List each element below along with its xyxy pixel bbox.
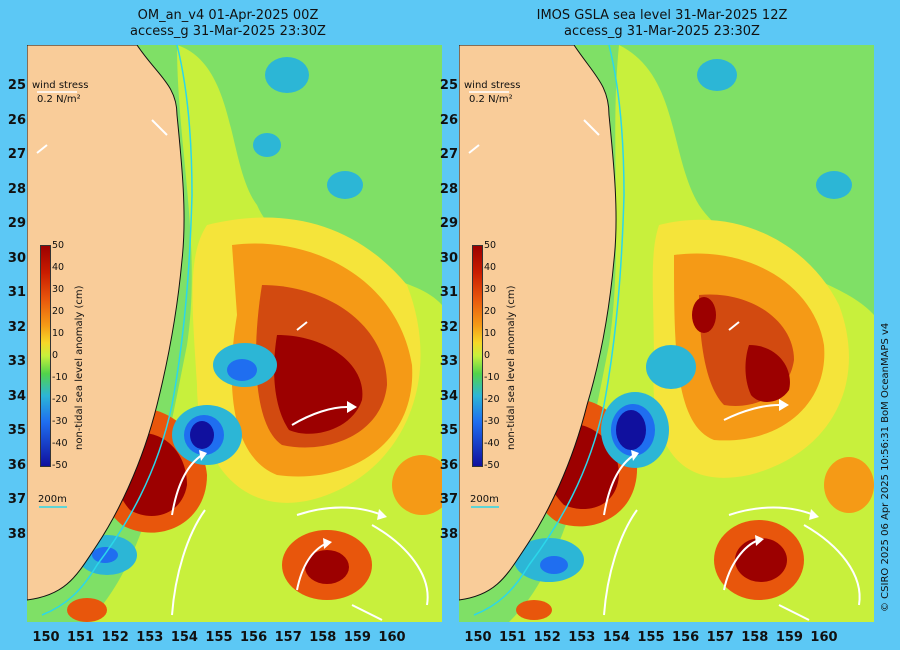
right-colorbar-tick: 40 [484, 262, 497, 273]
right-lon-tick: 152 [533, 630, 561, 645]
right-map-panel [459, 45, 874, 622]
right-wind-stress-title: wind stress [464, 80, 521, 91]
left-lat-tick: 26 [7, 112, 26, 128]
left-lon-tick: 156 [240, 630, 268, 645]
left-colorbar [40, 245, 51, 467]
right-colorbar-tick: 20 [484, 306, 497, 317]
left-colorbar-tick: -40 [52, 438, 68, 449]
left-lat-tick: 33 [7, 354, 26, 369]
right-lon-tick: 155 [637, 630, 665, 645]
left-lon-tick: 151 [67, 630, 95, 645]
left-colorbar-tick: 40 [52, 262, 65, 273]
left-lat-tick: 25 [7, 78, 26, 93]
left-colorbar-tick: -50 [52, 460, 68, 471]
left-lon-tick: 157 [274, 630, 302, 645]
right-lon-tick: 158 [741, 630, 769, 645]
left-wind-stress-label: wind stress 0.2 N/m² [32, 80, 88, 105]
left-lon-tick: 159 [343, 630, 371, 645]
right-lat-tick: 38 [439, 526, 458, 542]
left-lat-tick: 37 [7, 492, 26, 507]
right-title-line1: IMOS GSLA sea level 31-Mar-2025 12Z [536, 8, 788, 23]
left-colorbar-tick: 30 [52, 284, 65, 295]
left-colorbar-tick: -20 [52, 394, 68, 405]
right-lon-tick: 159 [775, 630, 803, 645]
left-200m-label: 200m [38, 494, 67, 505]
right-colorbar-tick: -30 [484, 416, 500, 427]
right-lat-tick: 33 [439, 354, 458, 369]
left-lon-tick: 153 [136, 630, 164, 645]
left-lat-tick: 31 [7, 285, 26, 300]
left-lat-tick: 35 [7, 423, 26, 438]
left-sea-level-map [27, 45, 442, 622]
right-lat-tick: 30 [439, 250, 458, 266]
right-lat-tick: 28 [439, 181, 458, 197]
right-lon-tick: 157 [706, 630, 734, 645]
left-colorbar-tick: 10 [52, 328, 65, 339]
right-colorbar-tick: -10 [484, 372, 500, 383]
right-lon-tick: 153 [568, 630, 596, 645]
left-lat-tick: 27 [7, 147, 26, 162]
right-lat-tick: 35 [439, 423, 458, 438]
left-lat-tick: 36 [7, 457, 26, 473]
left-lon-tick: 154 [170, 630, 198, 645]
right-lat-tick: 34 [439, 388, 458, 404]
left-lat-tick: 38 [7, 526, 26, 542]
right-colorbar-tick: -50 [484, 460, 500, 471]
right-sea-level-map [459, 45, 874, 622]
right-title-line2: access_g 31-Mar-2025 23:30Z [564, 24, 760, 39]
left-colorbar-label: non-tidal sea level anomaly (cm) [74, 285, 85, 450]
left-colorbar-tick: 0 [52, 350, 59, 361]
left-title-line2: access_g 31-Mar-2025 23:30Z [130, 24, 326, 39]
right-colorbar-tick: 50 [484, 240, 497, 251]
right-lat-tick: 36 [439, 457, 458, 473]
right-lon-tick: 151 [499, 630, 527, 645]
right-lat-tick: 31 [439, 285, 458, 300]
left-lat-tick: 34 [7, 388, 26, 404]
left-lon-tick: 158 [309, 630, 337, 645]
left-lat-tick: 32 [7, 319, 26, 335]
right-colorbar-label: non-tidal sea level anomaly (cm) [506, 285, 517, 450]
right-lon-tick: 154 [602, 630, 630, 645]
left-lat-tick: 29 [7, 216, 26, 231]
right-wind-stress-scale: 0.2 N/m² [469, 94, 513, 105]
right-colorbar-tick: -20 [484, 394, 500, 405]
left-lat-tick: 30 [7, 250, 26, 266]
right-colorbar-tick: 10 [484, 328, 497, 339]
right-colorbar-tick: -40 [484, 438, 500, 449]
right-wind-stress-label: wind stress 0.2 N/m² [464, 80, 520, 105]
right-200m-label: 200m [470, 494, 499, 505]
right-colorbar-tick: 30 [484, 284, 497, 295]
right-panel-title: IMOS GSLA sea level 31-Mar-2025 12Z acce… [452, 8, 872, 40]
right-lat-tick: 27 [439, 147, 458, 162]
left-lon-tick: 150 [32, 630, 60, 645]
left-lat-tick: 28 [7, 181, 26, 197]
left-map-panel [27, 45, 442, 622]
right-lon-tick: 160 [810, 630, 838, 645]
left-lon-tick: 160 [378, 630, 406, 645]
left-wind-stress-scale: 0.2 N/m² [37, 94, 81, 105]
left-title-line1: OM_an_v4 01-Apr-2025 00Z [137, 8, 319, 23]
left-colorbar-tick: 20 [52, 306, 65, 317]
right-colorbar-tick: 0 [484, 350, 491, 361]
credit-text: © CSIRO 2025 06 Apr 2025 10:56:31 BoM Oc… [880, 322, 891, 612]
right-lon-tick: 150 [464, 630, 492, 645]
left-panel-title: OM_an_v4 01-Apr-2025 00Z access_g 31-Mar… [18, 8, 438, 40]
right-lat-tick: 26 [439, 112, 458, 128]
right-lat-tick: 37 [439, 492, 458, 507]
right-lat-tick: 25 [439, 78, 458, 93]
right-lon-tick: 156 [672, 630, 700, 645]
left-colorbar-tick: -10 [52, 372, 68, 383]
right-lat-tick: 32 [439, 319, 458, 335]
left-wind-stress-title: wind stress [32, 80, 89, 91]
right-colorbar [472, 245, 483, 467]
right-lat-tick: 29 [439, 216, 458, 231]
left-colorbar-tick: 50 [52, 240, 65, 251]
left-colorbar-tick: -30 [52, 416, 68, 427]
left-lon-tick: 152 [101, 630, 129, 645]
left-lon-tick: 155 [205, 630, 233, 645]
